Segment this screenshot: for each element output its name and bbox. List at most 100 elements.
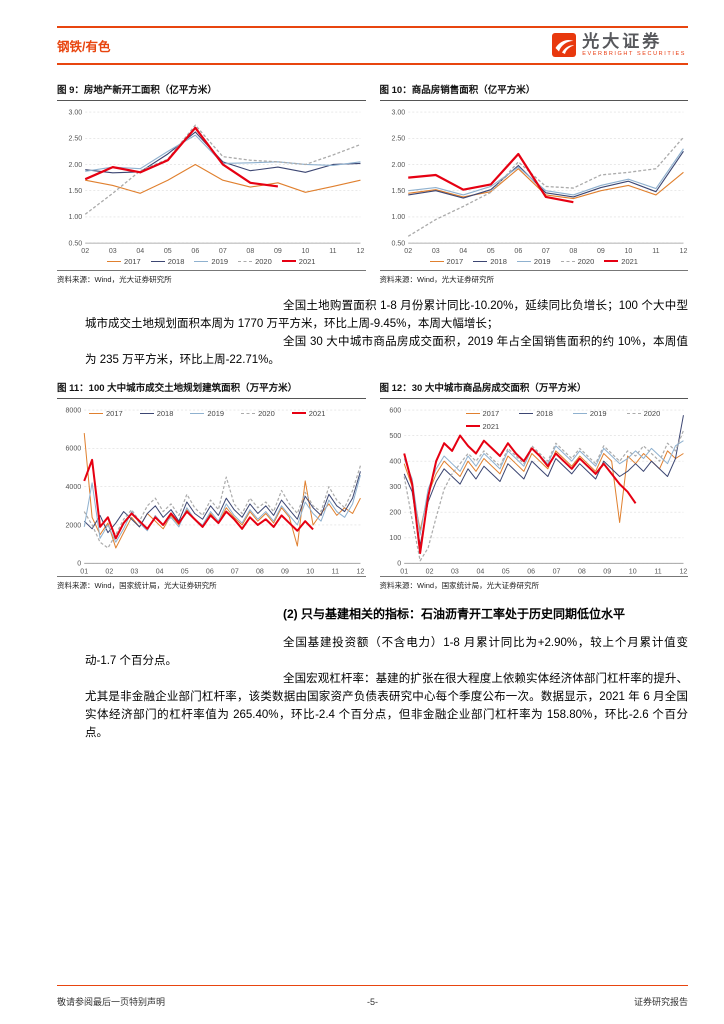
figure-10: 图 10：商品房销售面积（亿平方米） 0.50 1.00 1.50 2.00 2.50 3… [379,79,689,287]
legend-swatch [194,260,209,262]
svg-text:0.50: 0.50 [391,240,405,247]
figure-12: 图 12：30 大中城市商品房成交面积（万平方米） 0 100 200 300 400 5… [379,377,688,593]
svg-text:09: 09 [603,568,611,575]
svg-text:10: 10 [301,248,309,255]
legend-item-2018: 2018 [150,256,185,266]
svg-text:10: 10 [306,568,314,575]
legend-swatch [150,260,165,262]
legend-swatch [572,412,587,414]
legend-swatch [626,412,641,414]
figure-9-line-chart: 0.50 1.00 1.50 2.00 2.50 3.00 02 03 04 05 06 07 08 09… [68,109,365,255]
svg-text:06: 06 [514,248,522,255]
svg-text:12: 12 [679,248,687,255]
svg-text:04: 04 [476,568,484,575]
svg-text:500: 500 [389,433,401,440]
report-header: 钢铁/有色 光大证券 EVERBRIGHT SECURITIES [57,26,688,65]
svg-text:03: 03 [109,248,117,255]
figure-9: 图 9：房地产新开工面积（亿平方米） 0.50 1.00 1.50 2.00 2.50 3… [57,79,366,287]
legend-swatch [429,260,444,262]
svg-text:05: 05 [181,568,189,575]
legend-item-2020: 2020 [241,409,275,418]
legend-item-2020: 2020 [626,408,661,418]
svg-text:09: 09 [274,248,282,255]
svg-text:04: 04 [156,568,164,575]
body-text-1: 全国土地购置面积 1-8 月份累计同比-10.20%，延续同比负增长；100 个… [85,297,688,369]
legend-label: 2021 [308,408,326,418]
svg-text:04: 04 [459,248,467,255]
legend-label: 2021 [621,256,638,266]
legend-item-2018: 2018 [473,257,507,266]
legend-item-2019: 2019 [572,408,607,418]
legend-label: 2017 [482,408,500,418]
figure-11-chart-area: 0 2000 4000 6000 8000 01 02 03 04 05 06 07 08 09 10 11 1… [57,399,366,576]
svg-text:02: 02 [105,568,113,575]
legend-item-2020: 2020 [238,257,272,266]
report-category: 钢铁/有色 [57,39,111,54]
svg-text:09: 09 [281,568,289,575]
legend-item-2017: 2017 [107,257,141,266]
legend-label: 2020 [577,256,595,266]
legend-label: 2019 [207,408,225,418]
svg-text:2.50: 2.50 [68,135,82,142]
legend-swatch [516,260,531,262]
svg-text:300: 300 [389,484,401,491]
legend-label: 2018 [536,408,553,418]
paragraph-infrastructure-investment: 全国基建投资额（不含电力）1-8 月累计同比为+2.90%，较上个月累计值变动-… [85,637,688,668]
legend-swatch [89,412,103,414]
svg-text:600: 600 [389,407,401,414]
legend-label: 2020 [643,408,661,418]
svg-text:0: 0 [397,560,401,567]
svg-text:12: 12 [357,568,365,575]
brand-logo: 光大证券 EVERBRIGHT SECURITIES [552,33,686,58]
svg-text:12: 12 [679,568,687,575]
svg-text:03: 03 [131,568,139,575]
svg-text:05: 05 [501,568,509,575]
svg-text:02: 02 [425,568,433,575]
figure-9-chart-area: 0.50 1.00 1.50 2.00 2.50 3.00 02 03 04 05 06 07 08 09… [57,101,366,270]
legend-label: 2018 [490,256,507,266]
svg-text:11: 11 [652,248,659,255]
svg-text:3.00: 3.00 [391,109,405,116]
footer-page-number: -5- [366,996,378,1007]
figure-11-title: 图 11：100 大中城市成交土地规划建筑面积（万平方米） [57,377,366,399]
legend-item-2017: 2017 [89,409,123,418]
figure-10-title: 图 10：商品房销售面积（亿平方米） [379,79,688,101]
figure-11-line-chart: 0 2000 4000 6000 8000 01 02 03 04 05 06 07 08 09 10 11 1… [66,407,365,575]
svg-text:05: 05 [164,248,172,255]
legend-item-2019: 2019 [194,257,228,266]
legend-swatch [139,412,154,414]
report-footer: 敬请参阅最后一页特别声明 -5- 证券研究报告 [57,985,688,1008]
svg-text:0: 0 [77,560,81,567]
figure-9-legend: 2017 2018 2019 2020 2021 [57,256,366,270]
figure-10-source: 资料来源：Wind，光大证券研究所 [379,269,688,287]
svg-text:4000: 4000 [66,484,82,491]
svg-text:11: 11 [329,248,336,255]
svg-text:03: 03 [431,248,439,255]
svg-text:1.50: 1.50 [68,188,82,195]
svg-text:03: 03 [450,568,458,575]
svg-text:2000: 2000 [66,522,82,529]
legend-label: 2017 [106,408,123,418]
svg-text:02: 02 [81,248,89,255]
paragraph-land-purchase: 全国土地购置面积 1-8 月份累计同比-10.20%，延续同比负增长；100 个… [85,299,688,330]
svg-text:05: 05 [486,248,494,255]
svg-text:2.00: 2.00 [68,161,82,168]
paragraph-macro-leverage: 全国宏观杠杆率：基建的扩张在很大程度上依赖实体经济体部门杠杆率的提升、尤其是非金… [85,673,688,740]
legend-label: 2018 [167,256,185,266]
figure-12-title: 图 12：30 大中城市商品房成交面积（万平方米） [379,377,688,399]
figure-10-chart-area: 0.50 1.00 1.50 2.00 2.50 3.00 02 03 04 05 06 07 08 09… [380,101,689,270]
body-text-2: 全国基建投资额（不含电力）1-8 月累计同比为+2.90%，较上个月累计值变动-… [85,634,688,742]
footer-disclaimer: 敬请参阅最后一页特别声明 [57,997,166,1007]
svg-text:1.50: 1.50 [391,188,405,195]
legend-label: 2020 [258,408,275,418]
svg-text:12: 12 [357,248,365,255]
figure-12-line-chart: 0 100 200 300 400 500 600 01 02 03 04 05 06 07 08 09 10 1… [389,407,687,575]
legend-swatch [465,412,480,414]
legend-swatch [190,412,205,414]
legend-swatch [281,260,296,263]
legend-item-2017: 2017 [465,408,500,418]
svg-text:07: 07 [552,568,560,575]
paragraph-housing-sales: 全国 30 大中城市商品房成交面积，2019 年占全国销售面积的约 10%，本周… [85,335,688,366]
legend-label: 2019 [589,408,607,418]
legend-swatch [560,260,575,262]
